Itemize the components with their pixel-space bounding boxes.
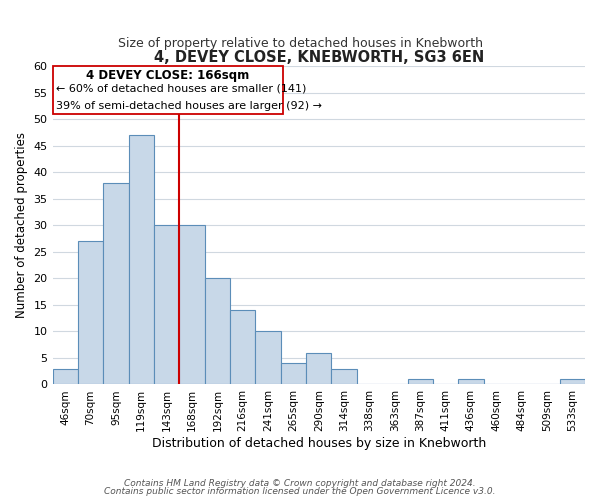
Bar (205, 278, 230, 384)
Bar (281, 363, 306, 384)
Text: 4 DEVEY CLOSE: 166sqm: 4 DEVEY CLOSE: 166sqm (86, 69, 250, 82)
Bar (53, 368, 78, 384)
Bar (78, 241, 103, 384)
X-axis label: Distribution of detached houses by size in Knebworth: Distribution of detached houses by size … (152, 437, 486, 450)
Bar (230, 310, 256, 384)
Text: Contains public sector information licensed under the Open Government Licence v3: Contains public sector information licen… (104, 487, 496, 496)
Bar (560, 379, 585, 384)
Text: Contains HM Land Registry data © Crown copyright and database right 2024.: Contains HM Land Registry data © Crown c… (124, 478, 476, 488)
Bar (256, 332, 281, 384)
Text: Size of property relative to detached houses in Knebworth: Size of property relative to detached ho… (118, 38, 482, 51)
Bar (154, 226, 179, 384)
Bar (407, 379, 433, 384)
Text: ← 60% of detached houses are smaller (141): ← 60% of detached houses are smaller (14… (56, 83, 307, 93)
Bar (331, 368, 357, 384)
Text: 39% of semi-detached houses are larger (92) →: 39% of semi-detached houses are larger (… (56, 100, 322, 110)
Bar (103, 183, 128, 384)
Bar (179, 226, 205, 384)
Bar (458, 379, 484, 384)
Y-axis label: Number of detached properties: Number of detached properties (15, 132, 28, 318)
Bar (306, 352, 331, 384)
FancyBboxPatch shape (53, 66, 283, 114)
Title: 4, DEVEY CLOSE, KNEBWORTH, SG3 6EN: 4, DEVEY CLOSE, KNEBWORTH, SG3 6EN (154, 50, 484, 65)
Bar (128, 135, 154, 384)
